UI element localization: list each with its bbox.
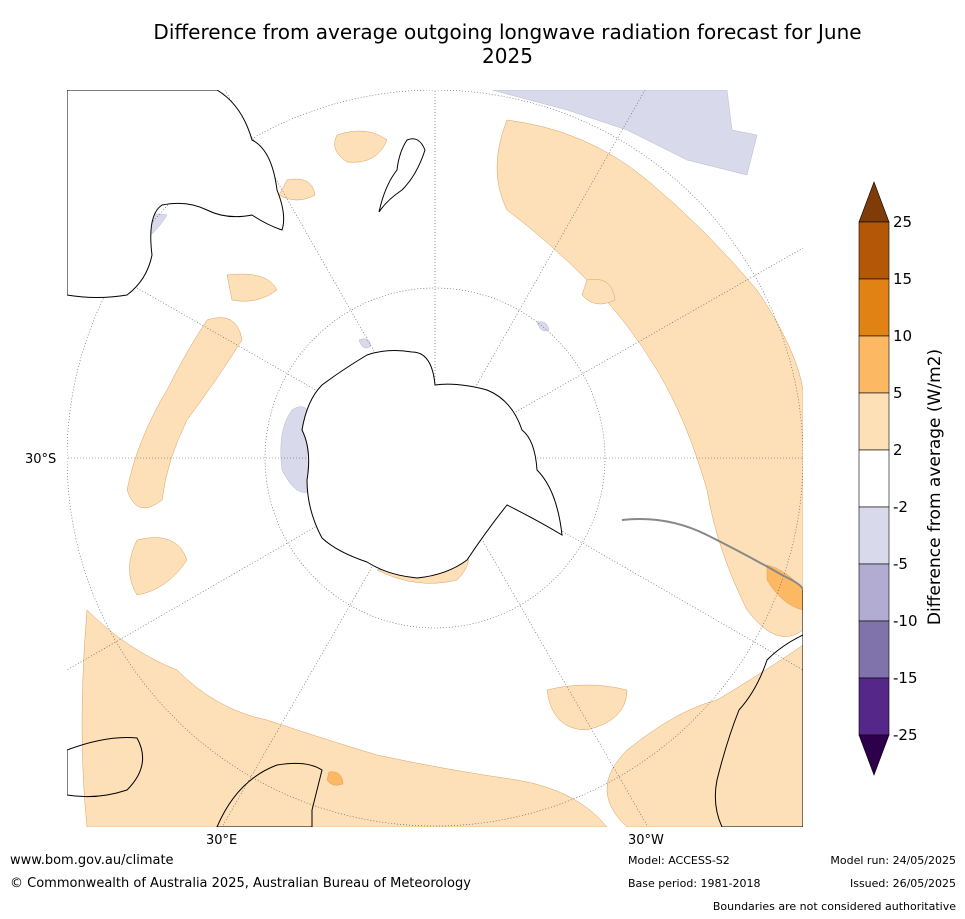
orange-strong-1 [766, 564, 803, 611]
australia-coastline [67, 90, 285, 298]
polar-map [67, 90, 803, 827]
colorbar-segment [858, 221, 890, 280]
colorbar-tick-label: -2 [893, 498, 908, 516]
orange-patch-south-1 [546, 684, 628, 731]
colorbar-segment [858, 677, 890, 736]
colorbar-segment [858, 563, 890, 622]
model-name: Model: ACCESS-S2 [628, 854, 730, 867]
meridian-30w [434, 457, 649, 827]
colorbar-bottom-triangle [858, 734, 890, 776]
orange-region-east [496, 119, 803, 637]
country-borders [621, 518, 803, 591]
map-panel[interactable] [67, 90, 803, 827]
legend-title: Difference from average (W/m2) [925, 348, 945, 626]
colorbar-tick-label: 5 [893, 384, 903, 402]
longitude-label-west: 30°W [628, 833, 664, 848]
colorbar-graphic [858, 181, 890, 776]
orange-region-west-band [126, 317, 243, 509]
antarctica-coastline [301, 350, 563, 579]
orange-strong-2 [326, 771, 344, 786]
issued-date: Issued: 26/05/2025 [849, 877, 956, 890]
orange-patch-west-2 [129, 537, 188, 596]
colorbar-segment [858, 449, 890, 508]
colorbar-tick-label: 25 [893, 213, 913, 231]
orange-region-south [81, 609, 608, 827]
longitude-label-east: 30°E [206, 833, 238, 848]
model-run-date: Model run: 24/05/2025 [830, 854, 956, 867]
lavender-region-north [491, 90, 758, 176]
colorbar-top-triangle [858, 181, 890, 223]
lavender-spot-2 [536, 321, 550, 332]
lavender-spot-1 [358, 338, 372, 349]
colorbar-segment [858, 335, 890, 394]
latitude-label: 30°S [25, 452, 57, 467]
africa-coastline [67, 737, 323, 827]
base-period: Base period: 1981-2018 [628, 877, 761, 890]
orange-patch-north-1 [334, 130, 388, 163]
colorbar-tick-label: -25 [893, 726, 918, 744]
colorbar-tick-label: -10 [893, 612, 918, 630]
colorbar-tick-label: -5 [893, 555, 908, 573]
colorbar: 25 15 10 5 2 -2 -5 -10 -15 -25 [855, 180, 965, 790]
orange-patch-east-2 [581, 278, 616, 305]
lat-circle-60 [264, 287, 606, 629]
website-link[interactable]: www.bom.gov.au/climate [10, 853, 174, 868]
copyright-text: © Commonwealth of Australia 2025, Austra… [10, 876, 471, 891]
meridian-30e [221, 457, 436, 827]
colorbar-segment [858, 620, 890, 679]
colorbar-segment [858, 392, 890, 451]
colorbar-segment [858, 506, 890, 565]
colorbar-tick-label: 15 [893, 270, 913, 288]
strong-positive-areas [326, 564, 803, 786]
orange-patch-north-2 [278, 178, 316, 201]
colorbar-tick-label: 2 [893, 441, 903, 459]
disclaimer-text: Boundaries are not considered authoritat… [712, 900, 956, 913]
colorbar-tick-label: 10 [893, 327, 913, 345]
colorbar-tick-label: -15 [893, 669, 918, 687]
orange-patch-north-3 [226, 273, 278, 302]
map-title: Difference from average outgoing longwav… [153, 20, 862, 68]
colorbar-segment [858, 278, 890, 337]
new-zealand-coastline [378, 138, 426, 213]
